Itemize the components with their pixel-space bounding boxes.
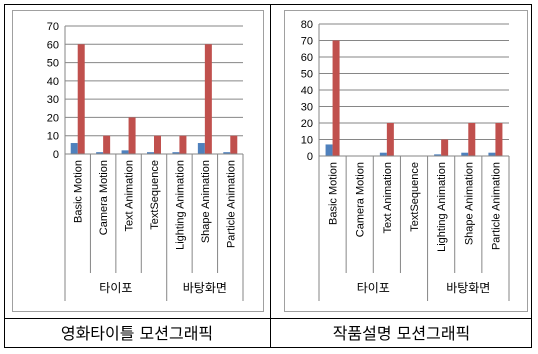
bar-series2-2 xyxy=(128,117,136,154)
y-tick-label: 30 xyxy=(47,94,59,106)
bar-series1-5 xyxy=(461,152,469,156)
bar-series1-3 xyxy=(147,152,154,154)
category-label: Particle Animation xyxy=(490,162,502,250)
bar-series2-6 xyxy=(230,135,238,154)
bar-series1-6 xyxy=(223,152,231,154)
y-tick-label: 0 xyxy=(307,151,313,163)
bar-series2-4 xyxy=(441,139,449,156)
bar-series2-4 xyxy=(179,135,187,154)
bar-series2-0 xyxy=(332,40,340,156)
chart-movie-title: 0 10 20 30 40 50 60 70 Basic Motion Camera Motion… xyxy=(12,10,264,312)
bar-series1-4 xyxy=(172,152,180,154)
bar-series1-6 xyxy=(488,152,496,156)
category-label: Text Animation xyxy=(124,160,136,232)
bar-series2-6 xyxy=(495,123,503,156)
category-label: Shape Animation xyxy=(463,162,475,245)
table-row-divider xyxy=(4,318,532,319)
table-column-divider xyxy=(270,4,271,348)
caption-movie-title: 영화타이틀 모션그래픽 xyxy=(60,324,214,343)
category-label: Lighting Animation xyxy=(174,160,186,250)
y-tick-label: 10 xyxy=(301,135,313,147)
bar-series2-0 xyxy=(77,44,85,154)
y-tick-label: 70 xyxy=(301,36,313,48)
bar-series2-1 xyxy=(103,135,111,154)
y-tick-label: 20 xyxy=(301,118,313,130)
y-tick-label: 80 xyxy=(301,19,313,31)
group-label: 바탕화면 xyxy=(183,281,227,295)
y-tick-label: 70 xyxy=(47,21,59,33)
y-tick-label: 50 xyxy=(47,58,59,70)
bar-series1-2 xyxy=(379,152,387,156)
category-label: Lighting Animation xyxy=(436,162,448,252)
bar-series1-0 xyxy=(325,144,333,156)
y-tick-label: 60 xyxy=(47,39,59,51)
y-tick-label: 0 xyxy=(53,149,59,161)
bar-series1-4 xyxy=(434,154,442,156)
y-tick-label: 40 xyxy=(301,85,313,97)
y-tick-label: 60 xyxy=(301,52,313,64)
y-tick-label: 20 xyxy=(47,112,59,124)
y-tick-label: 50 xyxy=(301,69,313,81)
category-label: Particle Animation xyxy=(225,160,237,248)
y-tick-label: 30 xyxy=(301,102,313,114)
group-label: 타이포 xyxy=(99,281,132,295)
y-tick-label: 40 xyxy=(47,76,59,88)
y-tick-label: 10 xyxy=(47,131,59,143)
category-label: Camera Motion xyxy=(98,160,110,235)
bar-series2-2 xyxy=(386,123,394,156)
category-label: Basic Motion xyxy=(328,162,340,225)
bar-series2-3 xyxy=(154,135,161,154)
group-label: 바탕화면 xyxy=(446,281,490,295)
bar-series1-5 xyxy=(197,143,205,154)
bar-series1-1 xyxy=(96,152,104,154)
outer-table-frame xyxy=(4,4,532,348)
bar-series2-5 xyxy=(204,44,212,154)
chart-work-description-svg: 0 10 20 30 40 50 60 70 80 Basic Motion Camera Moti… xyxy=(301,19,510,301)
category-label: TextSequence xyxy=(409,162,421,232)
group-label: 타이포 xyxy=(357,281,390,295)
caption-work-description: 작품설명 모션그래픽 xyxy=(332,324,471,343)
category-label: Text Animation xyxy=(382,162,394,234)
category-label: TextSequence xyxy=(149,160,161,230)
bar-series2-5 xyxy=(468,123,476,156)
bar-series1-0 xyxy=(70,143,78,154)
category-label: Basic Motion xyxy=(73,160,85,223)
chart-movie-title-svg: 0 10 20 30 40 50 60 70 Basic Motion Camera Motion… xyxy=(47,21,244,301)
category-label: Camera Motion xyxy=(355,162,367,237)
bar-series1-2 xyxy=(121,150,129,154)
chart-work-description: 0 10 20 30 40 50 60 70 80 Basic Motion Camera Moti… xyxy=(284,10,528,312)
category-label: Shape Animation xyxy=(200,160,212,243)
